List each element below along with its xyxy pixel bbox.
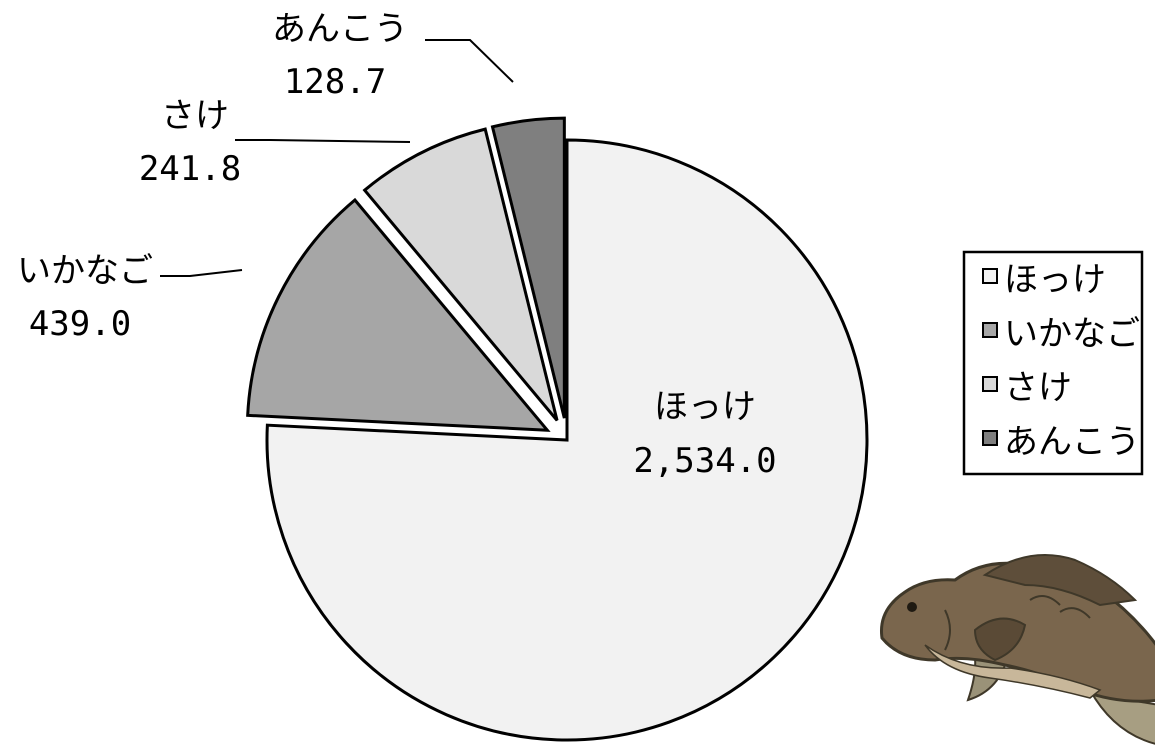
slice-label-ikanago-name: いかなご [17,251,153,291]
legend-key-sake [982,376,998,392]
legend-key-hokke [982,268,998,284]
slice-label-ikanago-value: 439.0 [29,304,131,344]
pie-slice-ankou [490,116,566,419]
slice-label-hokke-name: ほっけ [654,387,756,427]
slice-label-ankou-name: あんこう [272,9,408,49]
slice-label-ankou-value: 128.7 [284,62,386,102]
legend-key-ikanago [982,322,998,338]
legend-label-sake: さけ [1004,368,1072,408]
leader-line-ankou [425,39,514,83]
pie-slice-ikanago [246,197,551,432]
slice-label-sake-value: 241.8 [139,149,241,189]
leader-line-ikanago [160,269,243,277]
legend-label-hokke: ほっけ [1004,260,1106,300]
legend: ほっけ いかなご さけ あんこう [962,250,1144,476]
leader-line-sake [235,139,411,143]
slice-label-sake-name: さけ [161,96,229,136]
legend-label-ankou: あんこう [1004,422,1140,462]
pie-slice-hokke [265,138,869,742]
fish-illustration [879,554,1155,745]
pie-slice-sake [362,127,559,422]
legend-label-ikanago: いかなご [1004,314,1140,354]
legend-key-ankou [982,430,998,446]
pie-slices [246,116,869,742]
slice-label-hokke-value: 2,534.0 [633,441,776,481]
